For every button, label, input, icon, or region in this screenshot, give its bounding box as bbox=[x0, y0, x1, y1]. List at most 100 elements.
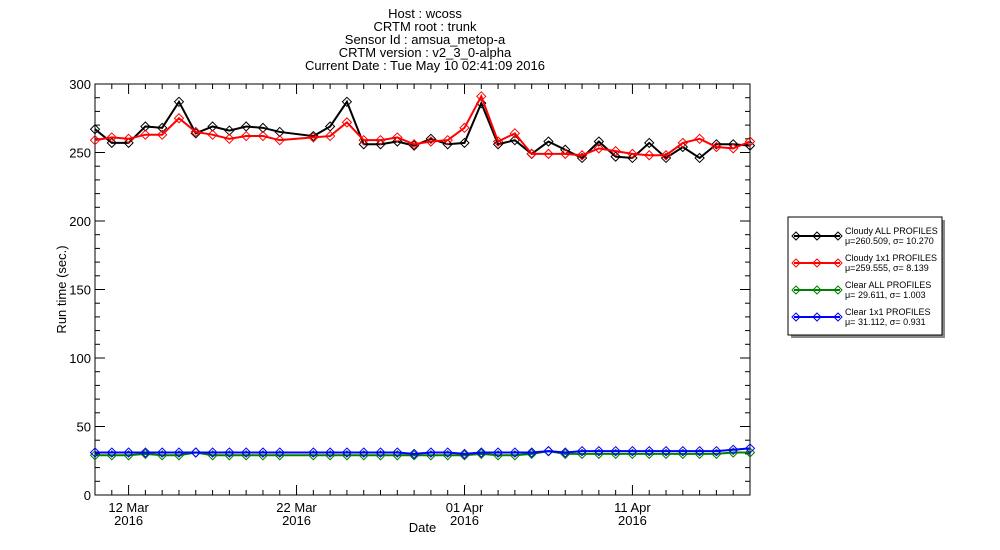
legend-marker bbox=[791, 258, 801, 268]
data-point bbox=[492, 136, 504, 147]
legend-marker bbox=[812, 312, 822, 322]
data-point bbox=[240, 130, 252, 142]
series-0 bbox=[89, 96, 756, 164]
data-point bbox=[442, 134, 453, 146]
data-point bbox=[627, 148, 638, 160]
data-point bbox=[727, 143, 739, 154]
data-point bbox=[442, 139, 453, 150]
data-point bbox=[392, 447, 403, 458]
data-point bbox=[123, 137, 134, 149]
title-sensor-id: Sensor Id : amsua_metop-a bbox=[344, 32, 506, 47]
data-point bbox=[711, 445, 722, 457]
x-tick-year-label: 2016 bbox=[114, 513, 143, 528]
data-point bbox=[425, 136, 437, 147]
data-point bbox=[526, 447, 537, 458]
data-point bbox=[425, 447, 437, 458]
data-point bbox=[156, 447, 168, 458]
data-point bbox=[610, 145, 621, 157]
data-point bbox=[190, 126, 201, 138]
data-point bbox=[89, 124, 101, 135]
data-point bbox=[711, 139, 722, 150]
legend-marker bbox=[791, 285, 801, 295]
data-point bbox=[156, 129, 168, 140]
legend-series-stats: μ=260.509, σ= 10.270 bbox=[845, 236, 934, 246]
data-point bbox=[106, 137, 118, 149]
data-point bbox=[408, 448, 420, 460]
data-point bbox=[677, 137, 689, 149]
x-tick-year-label: 2016 bbox=[282, 513, 311, 528]
legend-series-name: Cloudy 1x1 PROFILES bbox=[845, 253, 937, 263]
legend-series-name: Clear 1x1 PROFILES bbox=[845, 307, 931, 317]
title-crtm-root: CRTM root : trunk bbox=[373, 19, 477, 34]
series-line bbox=[95, 447, 751, 455]
y-tick-label: 200 bbox=[69, 214, 91, 229]
data-point bbox=[660, 445, 672, 457]
data-point bbox=[257, 447, 269, 458]
data-point bbox=[526, 148, 537, 160]
data-point bbox=[274, 126, 285, 138]
series-1 bbox=[89, 91, 756, 161]
data-point bbox=[560, 447, 571, 458]
y-tick-label: 0 bbox=[84, 488, 91, 503]
data-point bbox=[106, 132, 118, 143]
x-tick-year-label: 2016 bbox=[450, 513, 479, 528]
legend-marker bbox=[812, 231, 822, 241]
title-host: Host : wcoss bbox=[388, 6, 462, 21]
data-point bbox=[610, 445, 621, 457]
data-point bbox=[492, 447, 504, 458]
legend-marker bbox=[791, 312, 801, 322]
series-3 bbox=[89, 443, 756, 460]
x-tick-year-label: 2016 bbox=[618, 513, 647, 528]
data-point bbox=[156, 122, 168, 134]
legend-marker bbox=[833, 285, 843, 295]
data-point bbox=[375, 447, 386, 458]
series-line bbox=[94, 99, 751, 160]
series-line bbox=[94, 93, 751, 157]
data-point bbox=[106, 447, 118, 458]
data-point bbox=[140, 447, 151, 458]
data-point bbox=[207, 447, 218, 458]
legend-marker bbox=[833, 231, 843, 241]
data-point bbox=[173, 113, 185, 124]
data-point bbox=[341, 96, 353, 108]
data-point bbox=[257, 130, 269, 142]
data-point bbox=[89, 134, 101, 146]
y-tick-label: 100 bbox=[69, 351, 91, 366]
data-point bbox=[476, 447, 487, 458]
legend-marker bbox=[812, 258, 822, 268]
data-point bbox=[744, 140, 756, 151]
data-point bbox=[459, 448, 470, 460]
data-point bbox=[89, 447, 101, 458]
data-point bbox=[408, 139, 420, 150]
data-point bbox=[660, 150, 672, 161]
data-point bbox=[425, 133, 437, 145]
title-crtm-version: CRTM version : v2_3_0-alpha bbox=[338, 45, 512, 60]
data-point bbox=[173, 96, 185, 108]
data-point bbox=[358, 134, 369, 146]
data-point bbox=[476, 91, 487, 102]
data-point bbox=[543, 445, 554, 457]
data-point bbox=[610, 151, 621, 162]
y-tick-label: 250 bbox=[69, 146, 91, 161]
data-point bbox=[207, 121, 218, 132]
data-point bbox=[644, 137, 655, 149]
legend-series-name: Cloudy ALL PROFILES bbox=[845, 226, 938, 236]
x-tick-label: 01 Apr bbox=[446, 500, 484, 515]
x-tick-label: 12 Mar bbox=[108, 500, 149, 515]
data-point bbox=[509, 447, 521, 458]
series-layer bbox=[89, 91, 756, 461]
data-point bbox=[375, 139, 386, 150]
data-point bbox=[576, 445, 588, 457]
data-point bbox=[224, 125, 235, 136]
data-point bbox=[593, 143, 605, 154]
data-point bbox=[694, 445, 705, 457]
data-point bbox=[543, 148, 554, 160]
data-point bbox=[644, 445, 655, 457]
data-point bbox=[308, 130, 319, 142]
title-current-date: Current Date : Tue May 10 02:41:09 2016 bbox=[305, 58, 545, 73]
data-point bbox=[627, 152, 638, 164]
